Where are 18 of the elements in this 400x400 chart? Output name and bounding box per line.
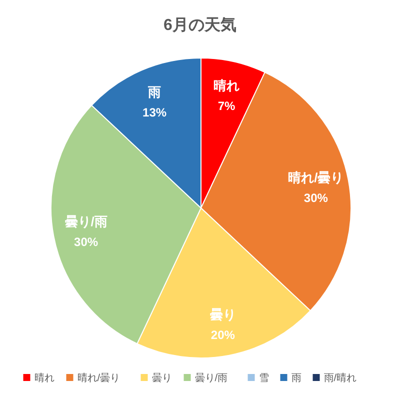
data-label: 30% bbox=[304, 191, 328, 206]
data-label: 7% bbox=[218, 98, 236, 113]
slice-label: 曇り/雨 bbox=[64, 214, 108, 229]
legend-label: 雨/晴れ bbox=[324, 372, 357, 384]
legend-label: 晴れ bbox=[34, 372, 54, 384]
legend-label: 晴れ/曇り bbox=[77, 372, 120, 384]
legend-label: 曇り/雨 bbox=[194, 372, 228, 384]
data-label: 20% bbox=[210, 328, 236, 342]
slice-label: 晴れ/曇り bbox=[288, 170, 344, 186]
legend-label: 曇り bbox=[152, 372, 172, 384]
slice-label: 晴れ bbox=[214, 78, 240, 93]
legend-label: 雪 bbox=[258, 373, 269, 384]
data-label: 30% bbox=[74, 234, 98, 249]
legend-label: 雨 bbox=[291, 373, 302, 384]
chart-title: 6月の天気 bbox=[164, 17, 236, 34]
slice-label: 曇り bbox=[210, 306, 236, 322]
slice-label: 雨 bbox=[147, 84, 162, 100]
data-label: 13% bbox=[142, 106, 167, 120]
